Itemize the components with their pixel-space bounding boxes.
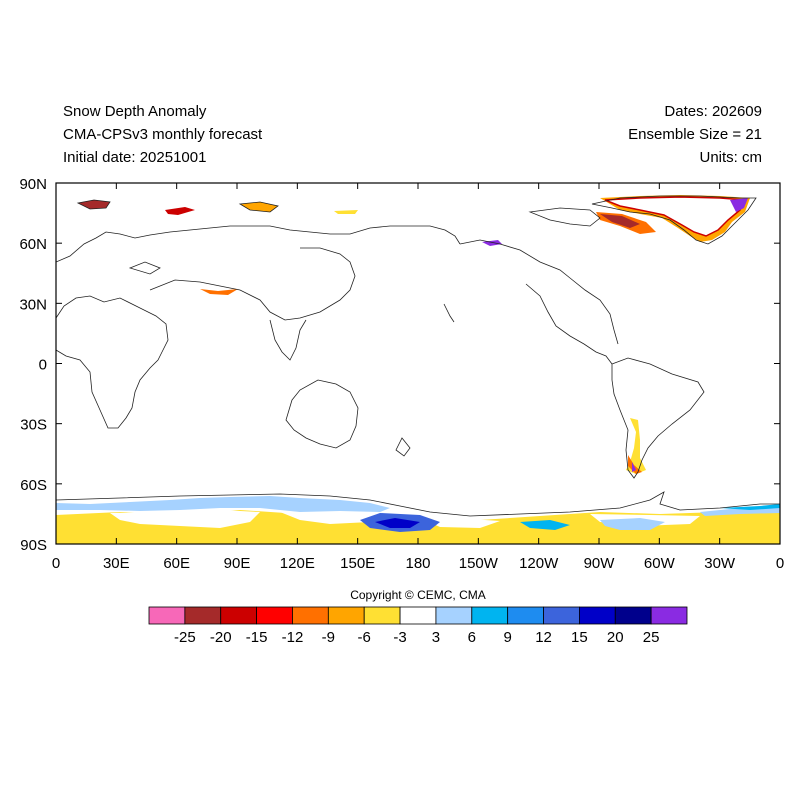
units-label: Units: cm bbox=[699, 149, 762, 166]
colorbar-label: 9 bbox=[503, 629, 511, 646]
colorbar-label: 6 bbox=[468, 629, 476, 646]
lon-label: 30E bbox=[103, 555, 130, 572]
colorbar-label: -9 bbox=[322, 629, 335, 646]
colorbar-label: 25 bbox=[643, 629, 660, 646]
arctic-anomaly bbox=[78, 195, 750, 474]
colorbar-label: 15 bbox=[571, 629, 588, 646]
colorbar-label: 3 bbox=[432, 629, 440, 646]
lon-label: 0 bbox=[52, 555, 60, 572]
lon-label: 150W bbox=[459, 555, 499, 572]
header-right: Dates: 202609 Ensemble Size = 21 Units: … bbox=[628, 100, 762, 169]
plot-frame bbox=[55, 182, 781, 545]
lon-label: 120E bbox=[280, 555, 315, 572]
colorbar-swatch bbox=[148, 606, 186, 625]
lon-label: 0 bbox=[776, 555, 784, 572]
lon-label: 120W bbox=[519, 555, 559, 572]
colorbar-label: -15 bbox=[246, 629, 268, 646]
lon-label: 90W bbox=[584, 555, 616, 572]
lat-label: 30N bbox=[19, 296, 47, 313]
colorbar-label: 20 bbox=[607, 629, 624, 646]
lat-label: 90S bbox=[20, 537, 47, 554]
colorbar-swatch bbox=[471, 606, 509, 625]
colorbar-swatch bbox=[184, 606, 222, 625]
lat-label: 60S bbox=[20, 477, 47, 494]
colorbar-swatch bbox=[579, 606, 616, 625]
colorbar-label: -6 bbox=[358, 629, 371, 646]
lon-label: 180 bbox=[405, 555, 430, 572]
plot-area bbox=[56, 195, 780, 544]
colorbar-label: 12 bbox=[535, 629, 552, 646]
colorbar-swatch bbox=[220, 606, 258, 625]
colorbar-swatch bbox=[327, 606, 365, 625]
copyright-notice: Copyright © CEMC, CMA bbox=[350, 588, 486, 602]
map-subtitle: CMA-CPSv3 monthly forecast bbox=[63, 126, 263, 143]
colorbar-label: -25 bbox=[174, 629, 196, 646]
latitude-labels: 90N 60N 30N 0 30S 60S 90S bbox=[19, 176, 47, 554]
longitude-labels: 0 30E 60E 90E 120E 150E 180 150W 120W 90… bbox=[52, 555, 784, 572]
colorbar-label: -20 bbox=[210, 629, 232, 646]
axis-ticks bbox=[55, 182, 781, 545]
antarctica-anomaly bbox=[56, 496, 780, 544]
lat-label: 60N bbox=[19, 236, 47, 253]
lon-label: 60E bbox=[163, 555, 190, 572]
colorbar bbox=[148, 606, 688, 625]
colorbar-swatch bbox=[507, 606, 544, 625]
lat-label: 30S bbox=[20, 417, 47, 434]
coastlines bbox=[56, 195, 780, 517]
lon-label: 60W bbox=[644, 555, 676, 572]
lon-label: 90E bbox=[224, 555, 251, 572]
map-title: Snow Depth Anomaly bbox=[63, 103, 207, 120]
colorbar-swatch bbox=[543, 606, 580, 625]
colorbar-label: -12 bbox=[282, 629, 304, 646]
colorbar-swatch bbox=[363, 606, 401, 625]
colorbar-labels: -25 -20 -15 -12 -9 -6 -3 3 6 9 12 15 20 … bbox=[174, 629, 659, 646]
header-left: Snow Depth Anomaly CMA-CPSv3 monthly for… bbox=[63, 100, 262, 169]
colorbar-swatch bbox=[256, 606, 293, 625]
colorbar-swatch bbox=[292, 606, 329, 625]
lon-label: 150E bbox=[340, 555, 375, 572]
colorbar-label: -3 bbox=[393, 629, 406, 646]
lat-label: 90N bbox=[19, 176, 47, 193]
forecast-dates: Dates: 202609 bbox=[664, 103, 762, 120]
colorbar-swatch bbox=[435, 606, 473, 625]
initial-date: Initial date: 20251001 bbox=[63, 149, 207, 166]
colorbar-swatch bbox=[650, 606, 688, 625]
ensemble-size: Ensemble Size = 21 bbox=[628, 126, 762, 143]
colorbar-swatch bbox=[614, 606, 652, 625]
colorbar-swatch bbox=[399, 606, 437, 625]
lon-label: 30W bbox=[704, 555, 736, 572]
lat-label: 0 bbox=[39, 357, 47, 374]
